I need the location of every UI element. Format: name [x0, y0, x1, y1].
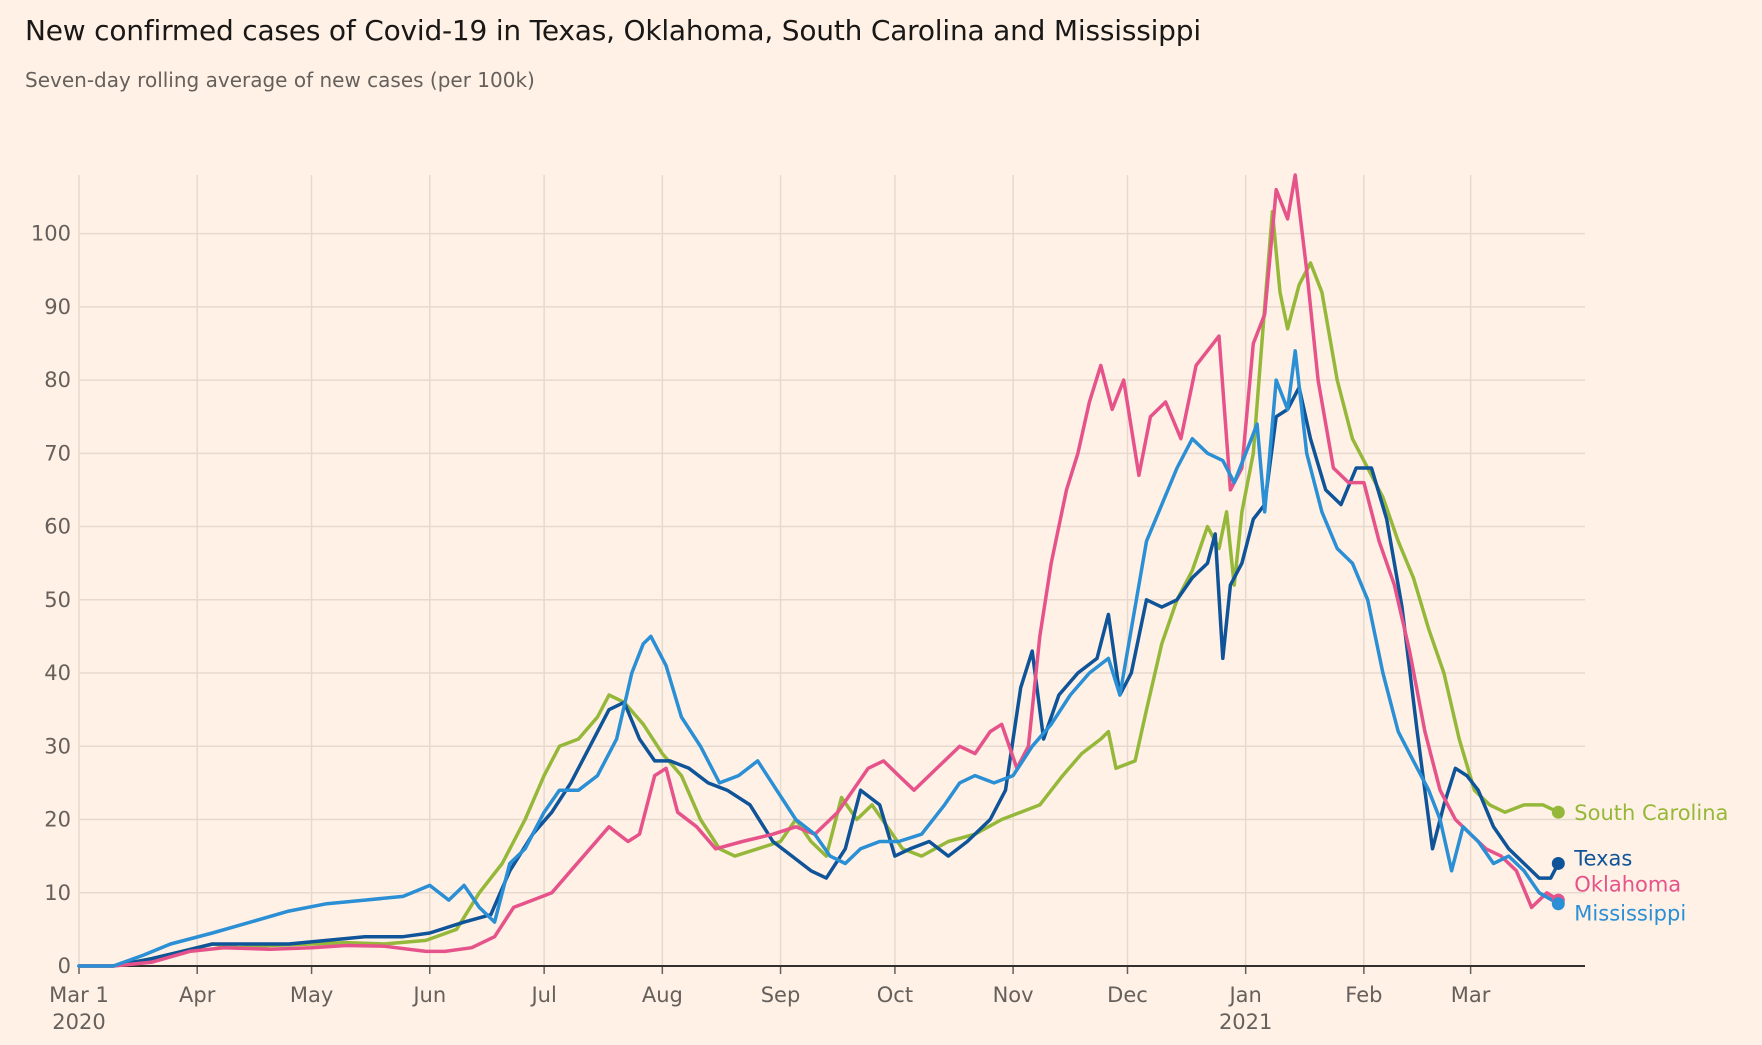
y-tick-label: 10	[44, 881, 71, 905]
y-tick-label: 0	[58, 954, 71, 978]
series-label-south-carolina: South Carolina	[1574, 801, 1728, 825]
x-tick-label: Sep	[761, 983, 801, 1007]
grid-lines	[78, 175, 1585, 966]
series-lines	[77, 173, 1561, 968]
series-end-dot-south-carolina	[1551, 805, 1565, 819]
x-tick-label: May	[290, 983, 333, 1007]
series-label-texas: Texas	[1573, 846, 1632, 870]
x-tick-label: Dec	[1107, 983, 1148, 1007]
x-tick-label: Jan	[1227, 983, 1261, 1007]
y-tick-label: 60	[44, 515, 71, 539]
chart-title: New confirmed cases of Covid-19 in Texas…	[25, 14, 1201, 47]
chart-subtitle: Seven-day rolling average of new cases (…	[25, 68, 535, 92]
y-tick-label: 100	[31, 222, 71, 246]
x-tick-label: Jul	[529, 983, 556, 1007]
y-tick-label: 20	[44, 808, 71, 832]
axes: 0 10 20 30 40 50 60 70 80 90 100 Mar 1 2020 Apr May Jun…	[31, 222, 1585, 1034]
series-label-oklahoma: Oklahoma	[1574, 872, 1681, 896]
series-end-dot-mississippi	[1551, 897, 1565, 911]
x-tick-sublabel: 2021	[1219, 1010, 1272, 1034]
series-line-mississippi	[77, 349, 1561, 968]
x-tick-label: Oct	[877, 983, 913, 1007]
series-line-texas	[77, 385, 1561, 968]
series-label-mississippi: Mississippi	[1574, 901, 1686, 925]
y-tick-label: 70	[44, 441, 71, 465]
x-tick-label: Nov	[993, 983, 1034, 1007]
y-tick-label: 80	[44, 368, 71, 392]
series-line-south-carolina	[77, 209, 1561, 968]
x-tick-label: Mar 1	[49, 983, 109, 1007]
y-tick-label: 50	[44, 588, 71, 612]
x-tick-label: Aug	[642, 983, 683, 1007]
x-tick-label: Mar	[1451, 983, 1491, 1007]
series-end-dot-texas	[1551, 856, 1565, 870]
y-tick-label: 90	[44, 295, 71, 319]
x-tick-label: Jun	[411, 983, 446, 1007]
x-tick-label: Feb	[1345, 983, 1382, 1007]
y-tick-label: 40	[44, 661, 71, 685]
x-tick-sublabel: 2020	[52, 1010, 105, 1034]
x-tick-label: Apr	[179, 983, 216, 1007]
y-tick-label: 30	[44, 734, 71, 758]
